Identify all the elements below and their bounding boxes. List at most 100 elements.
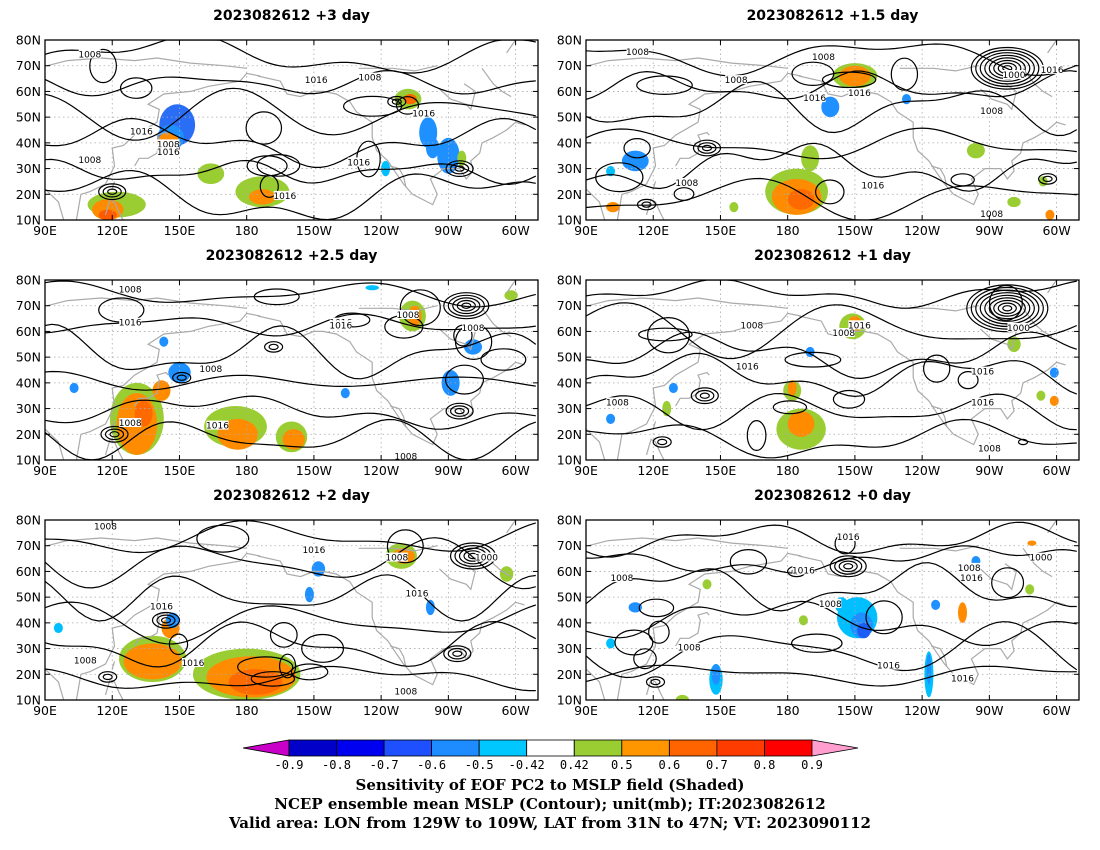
isobar-line [45, 158, 537, 186]
colorbar-swatch [621, 739, 670, 757]
contour-label: 1008 [610, 574, 633, 584]
isobar-line [586, 664, 1077, 687]
sensitivity-shade [1025, 584, 1035, 595]
contour-label-bg [406, 588, 428, 598]
y-tick-label: 50N [16, 110, 41, 125]
isobar-loop [279, 653, 297, 679]
contour-label-bg [1007, 322, 1030, 332]
coastline [389, 165, 407, 187]
contour-label-bg [861, 180, 884, 190]
map-frame [44, 39, 539, 221]
isobar-line [45, 370, 536, 391]
colorbar-label: 0.42 [560, 758, 589, 772]
colorbar-swatch [288, 739, 337, 757]
isobar-loop [250, 671, 296, 687]
isobar-loop [480, 348, 527, 371]
contour-label-bg [119, 418, 142, 427]
y-tick-label: 60N [557, 84, 582, 99]
y-tick-label: 60N [16, 324, 41, 339]
pressure-center-contour [461, 302, 472, 309]
contour-label-bg [980, 208, 1003, 218]
isobar-loop [784, 351, 842, 368]
coastline [1047, 40, 1058, 54]
contour-label-bg [74, 655, 97, 665]
contour-label-bg [412, 108, 435, 118]
x-tick-label: 90E [574, 223, 598, 238]
contour-label: 1000 [1029, 554, 1052, 564]
y-tick-label: 70N [557, 538, 582, 553]
y-tick-label: 70N [16, 538, 41, 553]
contour-label-bg [273, 190, 296, 200]
y-tick-label: 10N [16, 453, 41, 468]
coastline [979, 563, 1017, 591]
colorbar-label: 0.7 [706, 758, 728, 772]
sensitivity-shade [606, 202, 620, 213]
pressure-center-contour [701, 144, 713, 152]
pressure-center-contour [966, 284, 1049, 333]
y-tick-label: 10N [557, 213, 582, 228]
pressure-center-contour [447, 647, 467, 660]
colorbar-swatch [811, 739, 859, 757]
contour-label: 1008 [725, 76, 748, 86]
isobar-line [586, 600, 1077, 646]
sensitivity-shade [729, 202, 739, 213]
x-tick-label: 120E [637, 463, 669, 478]
coastline [645, 678, 665, 700]
y-tick-label: 20N [557, 187, 582, 202]
isobar-line [45, 620, 537, 668]
sensitivity-shade [197, 163, 225, 184]
coastline [111, 661, 116, 670]
pressure-center-contour [445, 402, 474, 420]
pressure-center-contour [975, 289, 1040, 328]
contour-label-bg [606, 397, 629, 407]
contour-label: 1000 [475, 554, 498, 564]
sensitivity-shade [1036, 390, 1046, 401]
contour-label: 1008 [119, 285, 142, 295]
contour-label: 1008 [626, 48, 649, 58]
isobar-line [586, 545, 1077, 574]
x-tick-label: 60W [1042, 463, 1070, 478]
contour-label-bg [181, 658, 204, 667]
contour-label-bg [385, 552, 408, 562]
isobar-loop [595, 162, 644, 193]
colorbar-label: 0.9 [801, 758, 823, 772]
y-tick-label: 20N [16, 427, 41, 442]
map-background [586, 520, 1079, 700]
coastline [645, 438, 665, 460]
pressure-center-contour [100, 425, 129, 443]
x-tick-label: 150E [164, 463, 196, 478]
contour-label-bg [347, 157, 370, 167]
contour-label-bg [150, 601, 173, 611]
contour-label: 1016 [302, 546, 325, 556]
pressure-center-contour [98, 183, 127, 201]
contour-label: 1016 [861, 182, 884, 192]
isobar-loop [648, 620, 670, 644]
pressure-center-contour [970, 286, 1044, 330]
caption-line-3: Valid area: LON from 129W to 109W, LAT f… [228, 814, 871, 832]
x-tick-label: 120W [904, 703, 940, 718]
isobar-loop [950, 173, 975, 187]
contour-label-bg [960, 573, 983, 583]
contour-label-bg [329, 320, 352, 330]
colorbar-label: 0.6 [659, 758, 681, 772]
x-tick-label: 60W [1042, 223, 1070, 238]
contour-label: 1008 [606, 398, 629, 408]
panel-body: 1008 1016 1008 1000 1016 1016 1008 1016 1008 [45, 520, 538, 700]
x-tick-label: 180 [776, 463, 800, 478]
x-tick-label: 90W [975, 223, 1003, 238]
y-tick-label: 20N [557, 427, 582, 442]
coastline [1022, 547, 1053, 578]
colorbar-label: -0.5 [465, 758, 494, 772]
panel-body: 1008 1008 1008 1016 1016 1000 1016 1008 1008 1016… [586, 40, 1079, 220]
isobar-loop [623, 137, 651, 159]
contour-label: 1016 [848, 321, 871, 331]
pressure-center-contour [151, 611, 181, 629]
pressure-center-contour [176, 374, 187, 381]
contour-label-bg [199, 364, 222, 373]
y-tick-label: 30N [557, 401, 582, 416]
sensitivity-shade [381, 160, 391, 177]
x-tick-label: 150E [705, 463, 737, 478]
contour-label-bg [980, 106, 1003, 115]
